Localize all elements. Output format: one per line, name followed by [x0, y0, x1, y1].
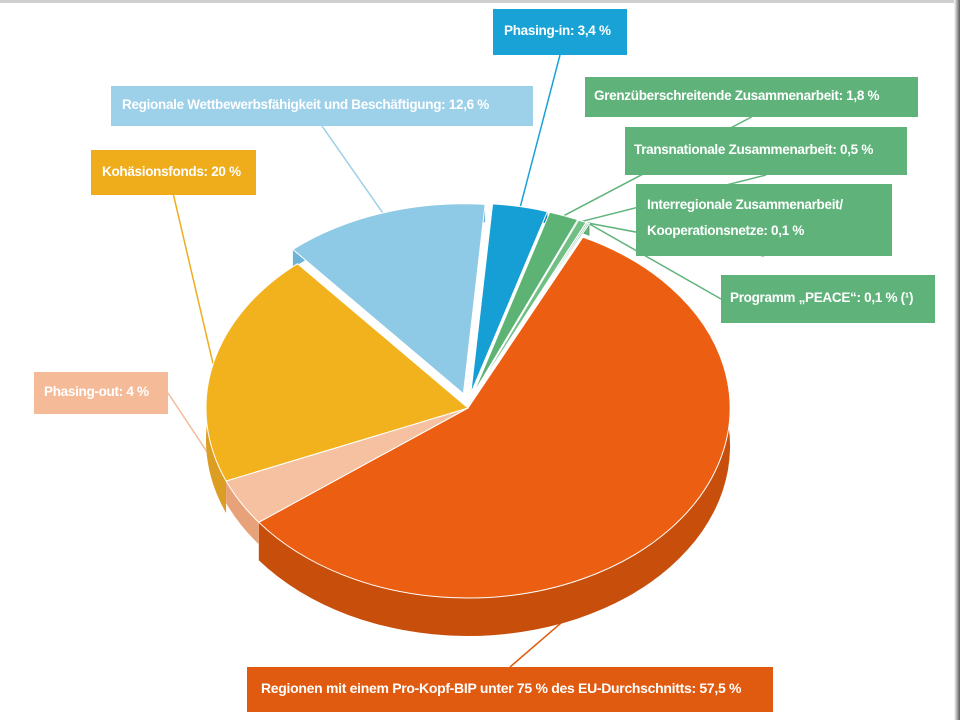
- slice-grenz: [472, 211, 579, 395]
- label-programm-peace: Programm „PEACE“: 0,1 % (¹): [721, 275, 935, 323]
- label-interregionale-line-2: Kooperationsnetze: 0,1 %: [647, 223, 805, 238]
- slice-regionale: [292, 203, 486, 395]
- leader-line-phasing_in: [519, 54, 561, 207]
- label-regionale-wettbewerbsfaehigkeit: Regionale Wettbewerbsfähigkeit und Besch…: [111, 86, 533, 126]
- right-border: [954, 0, 960, 720]
- label-phasing-out: Phasing-out: 4 %: [34, 372, 168, 414]
- label-interregionale-zusammenarbeit: Interregionale Zusammenarbeit/ Kooperati…: [636, 184, 892, 256]
- slice-kohaesion: [205, 263, 470, 482]
- slice-peace: [474, 222, 591, 395]
- label-regionen: Regionen mit einem Pro-Kopf-BIP unter 75…: [247, 667, 773, 712]
- leader-line-kohaesion: [172, 194, 214, 365]
- label-kohaesionsfonds: Kohäsionsfonds: 20 %: [91, 150, 256, 195]
- slice-phasing_in: [470, 203, 549, 394]
- leader-line-peace: [588, 222, 722, 300]
- slice-side-peace: [587, 223, 590, 236]
- label-transnationale-zusammenarbeit: Transnationale Zusammenarbeit: 0,5 %: [625, 127, 907, 175]
- pie-tops: [205, 203, 731, 599]
- label-grenzueberschreitende-zusammenarbeit: Grenzüberschreitende Zusammenarbeit: 1,8…: [585, 77, 918, 117]
- label-interregionale-line-1: Interregionale Zusammenarbeit/: [647, 197, 843, 212]
- slice-regionen: [257, 236, 731, 599]
- top-border: [0, 0, 960, 3]
- leader-line-regionale: [321, 125, 384, 214]
- label-phasing-in: Phasing-in: 3,4 %: [493, 9, 627, 55]
- slice-side-phasing_out: [226, 481, 259, 545]
